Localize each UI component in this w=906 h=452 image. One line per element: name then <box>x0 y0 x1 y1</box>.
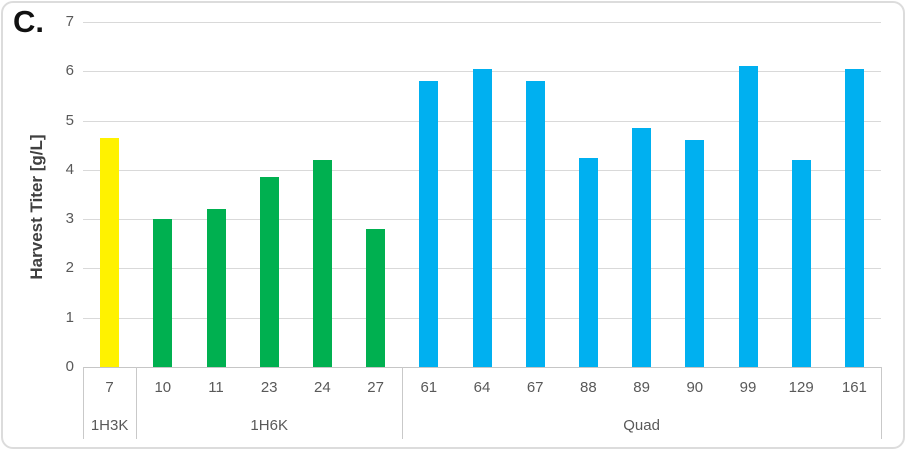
x-tick-label-24: 24 <box>314 379 331 396</box>
x-tick-label-23: 23 <box>260 379 278 396</box>
y-tick-label: 2 <box>65 259 74 277</box>
x-group-label-1H3K: 1H3K <box>90 417 129 434</box>
bar-27 <box>366 229 386 367</box>
plot-area <box>83 22 881 368</box>
x-tick-label-11: 11 <box>208 379 224 396</box>
bar-99 <box>738 66 758 367</box>
x-tick-label-129: 129 <box>788 379 814 396</box>
bar-11 <box>206 209 226 367</box>
x-tick-label-161: 161 <box>841 379 867 396</box>
y-tick-label: 3 <box>65 210 74 228</box>
bar-129 <box>791 160 811 367</box>
bar-90 <box>685 140 705 367</box>
y-tick-label: 4 <box>65 160 74 178</box>
bar-10 <box>153 219 173 367</box>
bar-23 <box>259 177 279 367</box>
x-tick-label-99: 99 <box>739 379 757 396</box>
x-group-label-Quad: Quad <box>623 417 660 434</box>
y-tick-label: 6 <box>65 62 74 80</box>
y-axis-title: Harvest Titer [g/L] <box>27 134 46 280</box>
x-tick-label-7: 7 <box>105 379 114 396</box>
x-tick-label-90: 90 <box>686 379 704 396</box>
bar-7 <box>100 137 120 367</box>
x-axis-group-separator <box>136 367 138 439</box>
y-tick-label: 0 <box>65 358 74 375</box>
y-tick-label: 7 <box>65 13 74 30</box>
bar-61 <box>419 81 439 367</box>
bar-89 <box>632 127 652 367</box>
x-tick-label-61: 61 <box>420 379 438 396</box>
gridline-y7 <box>83 22 881 23</box>
x-tick-label-67: 67 <box>526 379 544 396</box>
bar-88 <box>578 157 598 367</box>
x-axis-group-separator <box>881 367 882 439</box>
bar-67 <box>525 81 545 367</box>
x-tick-label-27: 27 <box>367 379 384 396</box>
y-tick-label: 5 <box>65 111 74 129</box>
bar-24 <box>312 160 332 367</box>
x-tick-label-10: 10 <box>154 379 172 396</box>
panel-letter: C. <box>13 4 44 39</box>
bar-161 <box>844 68 864 367</box>
bar-64 <box>472 68 492 367</box>
y-tick-label: 1 <box>65 308 74 326</box>
x-tick-label-89: 89 <box>633 379 650 396</box>
x-tick-label-88: 88 <box>580 379 597 396</box>
x-axis-group-separator <box>83 367 84 439</box>
x-axis-group-separator <box>402 367 404 439</box>
x-group-label-1H6K: 1H6K <box>250 417 288 434</box>
x-tick-label-64: 64 <box>473 379 491 396</box>
